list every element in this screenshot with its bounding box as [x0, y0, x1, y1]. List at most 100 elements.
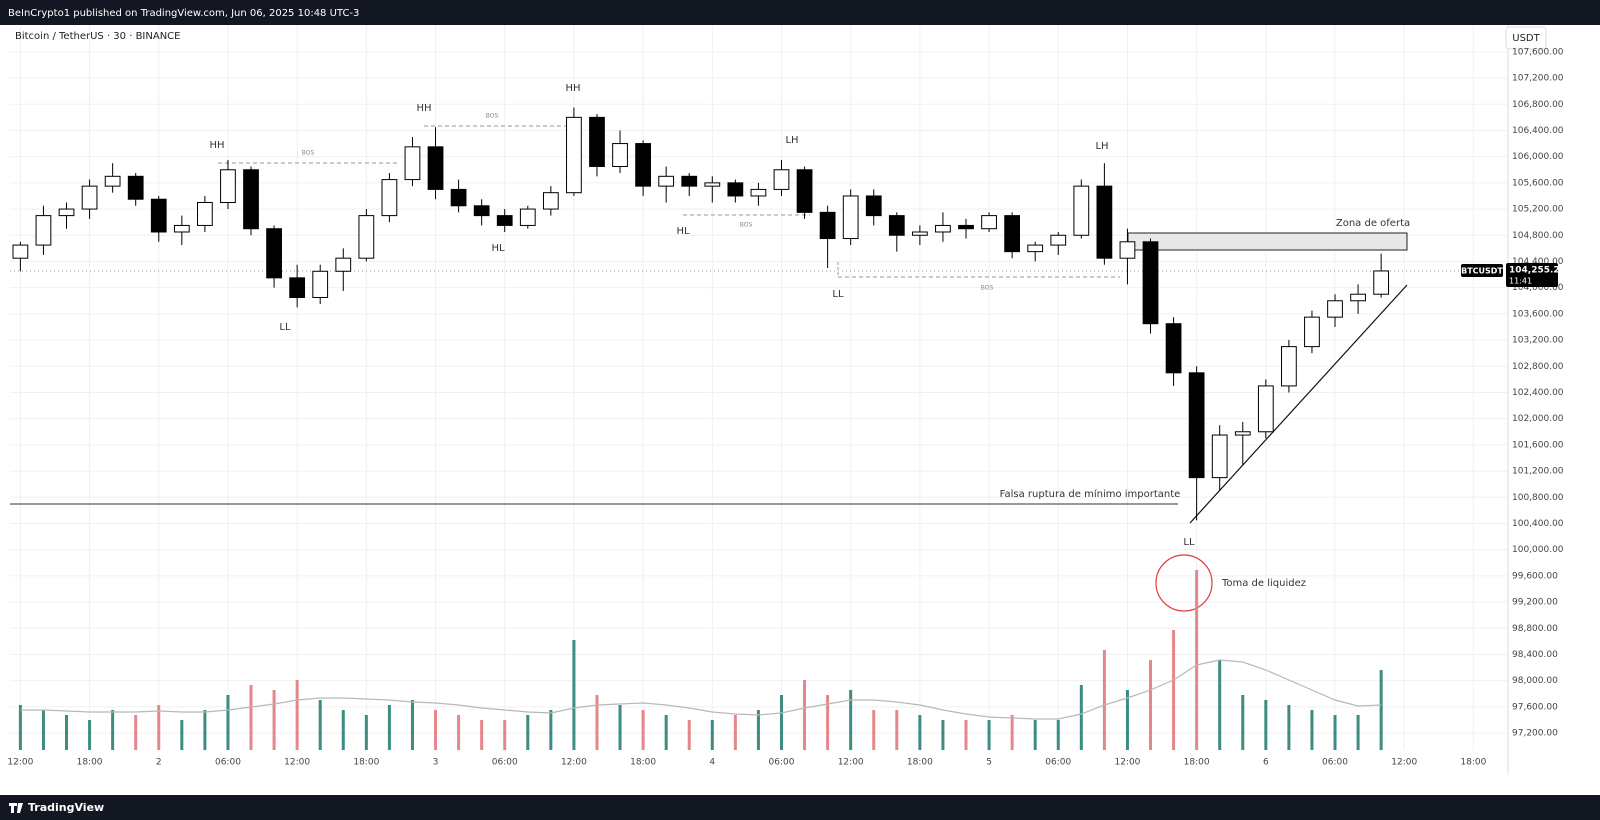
annotation: BOS	[740, 222, 753, 229]
candle-body	[450, 188, 467, 207]
volume-bar	[134, 715, 138, 750]
currency-label: USDT	[1512, 33, 1540, 44]
x-tick-label: 4	[709, 758, 715, 768]
annotation: LH	[1095, 141, 1108, 152]
volume-bar	[549, 710, 553, 750]
annotation: LL	[1183, 537, 1195, 548]
volume-bar	[941, 720, 945, 750]
y-tick-label: 104,800.00	[1512, 231, 1564, 241]
y-tick-label: 100,000.00	[1512, 545, 1564, 555]
symbol-tag: BTCUSDT	[1461, 266, 1503, 275]
volume-bar	[733, 715, 737, 750]
y-tick-label: 103,600.00	[1512, 309, 1564, 319]
y-tick-label: 99,200.00	[1512, 598, 1558, 608]
volume-bar	[1287, 705, 1291, 750]
y-tick-label: 97,600.00	[1512, 702, 1558, 712]
volume-bar	[111, 710, 115, 750]
candle-body	[911, 231, 928, 236]
x-tick-label: 18:00	[1184, 758, 1210, 768]
symbol-title: Bitcoin / TetherUS · 30 · BINANCE	[15, 31, 180, 42]
candle-body	[1142, 241, 1159, 325]
volume-bar	[1033, 720, 1037, 750]
y-tick-label: 99,600.00	[1512, 571, 1558, 581]
candle-body	[381, 179, 398, 217]
volume-bar	[1333, 715, 1337, 750]
annotation: LL	[279, 322, 291, 333]
y-tick-label: 105,200.00	[1512, 205, 1564, 215]
x-tick-label: 6	[1263, 758, 1269, 768]
y-tick-label: 98,000.00	[1512, 676, 1558, 686]
candle-body	[81, 185, 98, 210]
volume-bar	[526, 715, 530, 750]
annotation: LL	[832, 289, 844, 300]
annotation: BOS	[981, 285, 994, 292]
volume-bar	[664, 715, 668, 750]
volume-ma-line	[20, 659, 1382, 720]
volume-bar	[779, 695, 783, 750]
candle-body	[1281, 346, 1297, 387]
volume-bar	[1264, 700, 1268, 750]
volume-bar	[826, 695, 830, 750]
volume-bar	[1218, 660, 1222, 750]
annotation: LH	[785, 135, 798, 146]
volume-bar	[618, 705, 622, 750]
candle-body	[1050, 234, 1067, 246]
candle-body	[197, 202, 213, 226]
candle-body	[1073, 185, 1090, 236]
header-text: BeInCrypto1 published on TradingView.com…	[8, 8, 359, 19]
volume-bar	[457, 715, 461, 750]
volume-bar	[410, 700, 414, 750]
volume-bar	[1149, 660, 1153, 750]
volume-bar	[1310, 710, 1314, 750]
y-tick-label: 104,400.00	[1512, 257, 1564, 267]
annotation: BOS	[486, 113, 499, 120]
volume-bar	[572, 640, 576, 750]
volume-bar	[1056, 720, 1060, 750]
volume-bar	[387, 705, 391, 750]
volume-bar	[1102, 650, 1106, 750]
candle-body	[750, 188, 767, 197]
volume-bar	[18, 705, 22, 750]
x-tick-label: 5	[986, 758, 992, 768]
annotation: HL	[676, 226, 690, 237]
y-tick-label: 98,800.00	[1512, 624, 1558, 634]
x-tick-label: 06:00	[769, 758, 795, 768]
footer-logo	[9, 803, 23, 813]
volume-bar	[65, 715, 69, 750]
annotation: Zona de oferta	[1336, 218, 1410, 229]
candle-body	[1165, 323, 1182, 374]
volume-bar	[1172, 630, 1176, 750]
volume-bar	[157, 705, 161, 750]
candle-body	[1211, 434, 1228, 479]
y-tick-label: 102,800.00	[1512, 362, 1564, 372]
x-tick-label: 18:00	[907, 758, 933, 768]
volume-bar	[226, 695, 230, 750]
y-tick-label: 105,600.00	[1512, 178, 1564, 188]
x-tick-label: 3	[433, 758, 439, 768]
candle-body	[704, 182, 721, 187]
y-tick-label: 100,400.00	[1512, 519, 1564, 529]
volume-bar	[595, 695, 599, 750]
candle-body	[981, 215, 997, 230]
x-tick-label: 18:00	[353, 758, 379, 768]
candle-body	[1004, 215, 1021, 253]
candle-body	[958, 224, 974, 230]
candle-body	[796, 169, 813, 213]
candle-body	[404, 146, 421, 181]
candle-body	[1327, 300, 1343, 318]
volume-bar	[341, 710, 345, 750]
candle-body	[335, 257, 352, 272]
annotation: HL	[491, 243, 505, 254]
candle-body	[358, 215, 375, 259]
x-tick-label: 18:00	[77, 758, 103, 768]
volume-bar	[272, 690, 276, 750]
candle-body	[935, 224, 951, 233]
candle-body	[1188, 372, 1205, 479]
candle-body	[865, 195, 882, 217]
candle-body	[473, 205, 490, 217]
candle-body	[635, 143, 651, 187]
x-tick-label: 18:00	[630, 758, 656, 768]
currency-box	[1505, 26, 1547, 50]
candle-body	[1304, 316, 1320, 348]
